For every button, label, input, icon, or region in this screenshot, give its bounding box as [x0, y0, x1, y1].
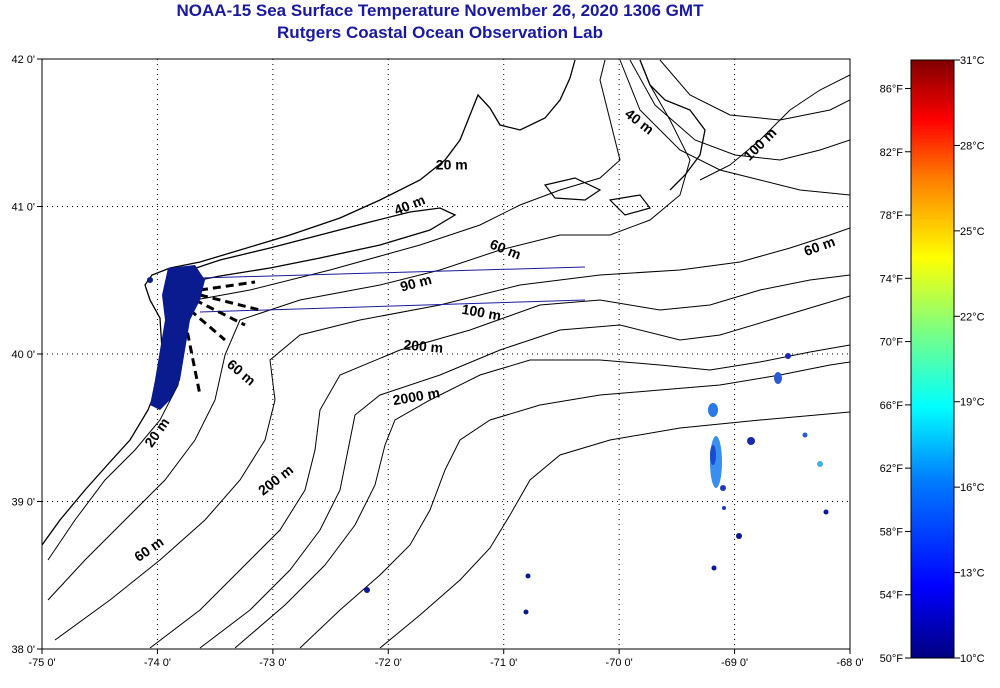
- contour-90m: [149, 274, 850, 649]
- f-tick-label: 54°F: [880, 590, 904, 602]
- gulf-contours: [619, 59, 850, 196]
- graticule: [42, 59, 850, 649]
- patch: [823, 509, 829, 515]
- traffic-lanes: [183, 280, 261, 396]
- patch: [710, 445, 716, 465]
- contour-label: 100 m: [461, 301, 503, 324]
- lon-tick-label: -73 0': [259, 657, 286, 669]
- latitude-ticks: 38 0' 39 0' 40 0' 41 0' 42 0': [11, 54, 42, 656]
- sst-patches: [147, 265, 829, 615]
- c-tick-label: 31°C: [960, 55, 985, 67]
- f-tick-label: 78°F: [880, 210, 904, 222]
- contour-label: 200 m: [403, 336, 444, 355]
- patch: [720, 485, 726, 491]
- patch: [736, 533, 742, 539]
- c-tick-label: 16°C: [960, 482, 985, 494]
- patch: [817, 461, 823, 467]
- contour-20m: [47, 59, 621, 561]
- c-tick-label: 10°C: [960, 653, 985, 665]
- patch: [708, 403, 718, 417]
- contour-100m: [199, 74, 850, 649]
- lon-tick-label: -68 0': [836, 657, 863, 669]
- contour-40m: [47, 59, 691, 601]
- contour-2000m: [299, 361, 850, 649]
- f-tick-label: 74°F: [880, 273, 904, 285]
- c-tick-label: 22°C: [960, 311, 985, 323]
- c-tick-label: 19°C: [960, 397, 985, 409]
- lon-tick-label: -71 0': [490, 657, 517, 669]
- contour-label: 20 m: [436, 157, 468, 173]
- cape-cod: [639, 59, 706, 191]
- f-tick-label: 66°F: [880, 400, 904, 412]
- fahrenheit-labels: 50°F 54°F 58°F 62°F 66°F 70°F 74°F 78°F 82°F 86°F: [880, 83, 911, 665]
- nj-coastal-patch: [150, 265, 205, 410]
- lon-tick-label: -70 0': [606, 657, 633, 669]
- patch: [802, 432, 808, 438]
- patch: [747, 437, 755, 445]
- coastline: [42, 59, 576, 546]
- ship-track-2: [199, 299, 586, 313]
- map-title: NOAA-15 Sea Surface Temperature November…: [176, 1, 704, 20]
- title-block: NOAA-15 Sea Surface Temperature November…: [0, 0, 880, 44]
- colorbar-scale: [910, 59, 955, 659]
- f-tick-label: 70°F: [880, 337, 904, 349]
- celsius-labels: 10°C 13°C 16°C 19°C 22°C 25°C 28°C 31°C: [954, 55, 985, 665]
- lon-tick-label: -72 0': [375, 657, 402, 669]
- contour-label: 90 m: [398, 271, 433, 295]
- longitude-ticks: -75 0' -74 0' -73 0' -72 0' -71 0' -70 0' -69 …: [28, 649, 864, 669]
- patch: [523, 609, 529, 615]
- c-tick-label: 25°C: [960, 226, 985, 238]
- patch: [711, 565, 717, 571]
- patch: [364, 587, 370, 593]
- lon-tick-label: -74 0': [144, 657, 171, 669]
- islands: [543, 177, 652, 216]
- c-tick-label: 13°C: [960, 568, 985, 580]
- lon-tick-label: -69 0': [721, 657, 748, 669]
- patch: [722, 506, 726, 510]
- f-tick-label: 50°F: [880, 653, 904, 665]
- f-tick-label: 58°F: [880, 526, 904, 538]
- contour-deep: [379, 411, 850, 649]
- ship-track-1: [199, 266, 586, 279]
- f-tick-label: 62°F: [880, 463, 904, 475]
- patch: [525, 573, 531, 579]
- lat-tick-label: 40 0': [11, 349, 35, 361]
- lat-tick-label: 41 0': [11, 202, 35, 214]
- c-tick-label: 28°C: [960, 140, 985, 152]
- lat-tick-label: 42 0': [11, 54, 35, 66]
- contour-60m: [54, 227, 850, 641]
- lat-tick-label: 38 0': [11, 644, 35, 656]
- long-island: [173, 207, 457, 283]
- patch: [147, 277, 153, 283]
- lon-tick-label: -75 0': [28, 657, 55, 669]
- contour-200m: [234, 344, 850, 649]
- patch: [774, 372, 782, 384]
- f-tick-label: 82°F: [880, 147, 904, 159]
- patch: [785, 353, 791, 359]
- lat-tick-label: 39 0': [11, 497, 35, 509]
- f-tick-label: 86°F: [880, 83, 904, 95]
- map-subtitle: Rutgers Coastal Ocean Observation Lab: [277, 23, 603, 42]
- colorbar: 50°F 54°F 58°F 62°F 66°F 70°F 74°F 78°F 82°F 86°F…: [880, 55, 985, 665]
